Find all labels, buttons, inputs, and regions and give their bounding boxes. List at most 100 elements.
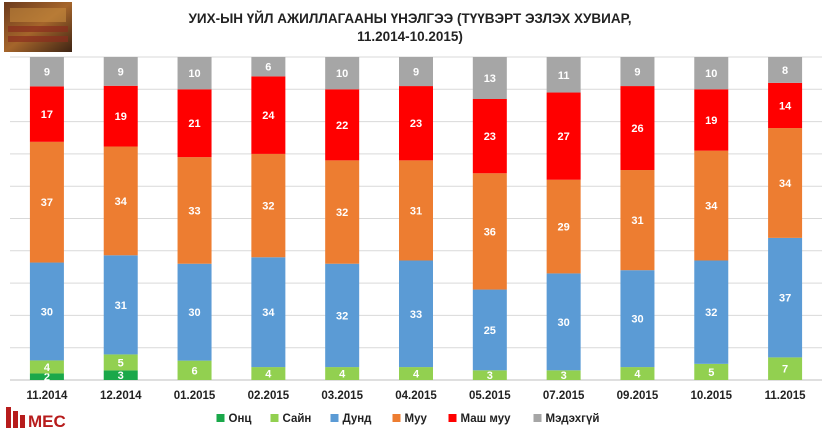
bar-segment (399, 367, 433, 380)
data-label: 9 (44, 67, 50, 79)
data-label: 3 (118, 370, 124, 382)
data-label: 24 (262, 110, 275, 122)
bar-segment (546, 92, 581, 180)
bar-segment (546, 370, 581, 380)
bar-segment (177, 89, 212, 158)
bar-segment (29, 86, 64, 142)
data-label: 26 (631, 123, 643, 135)
chart-title-line-2: 11.2014-10.2015) (357, 29, 463, 44)
legend-swatch (270, 414, 279, 422)
data-label: 13 (484, 73, 496, 85)
bar-segment (546, 57, 581, 93)
bar-segment (103, 255, 138, 355)
legend-label: Дунд (343, 413, 373, 425)
legend-swatch (448, 414, 457, 422)
mec-logo-text: MEC (28, 412, 66, 431)
bar-segment (177, 360, 212, 380)
x-tick-label: 03.2015 (321, 390, 363, 402)
data-label: 34 (262, 307, 275, 319)
bar-segment (251, 76, 286, 154)
legend-label: Муу (405, 413, 428, 425)
legend-item: Мэдэхгүй (533, 413, 599, 425)
data-label: 8 (782, 65, 788, 77)
data-label: 2 (44, 372, 50, 384)
legend-swatch (392, 414, 401, 422)
bar-segment (399, 57, 433, 87)
parliament-hall-photo (4, 2, 72, 52)
bar-segment (768, 237, 803, 358)
bar-segment (694, 57, 729, 90)
data-label: 31 (115, 300, 127, 312)
data-label: 33 (410, 309, 422, 321)
data-label: 10 (336, 68, 348, 80)
bar-segment (251, 153, 286, 258)
data-label: 30 (631, 314, 643, 326)
data-label: 14 (779, 100, 792, 112)
data-label: 9 (118, 66, 124, 78)
bar-segment (399, 86, 433, 161)
bar-segment (103, 85, 138, 147)
bar-segment (620, 270, 655, 368)
x-tick-label: 10.2015 (690, 390, 732, 402)
bar-segment (472, 370, 507, 380)
bar-segment (251, 57, 286, 77)
bar-segment (177, 263, 212, 361)
legend-label: Онц (229, 413, 252, 425)
bar-segment (768, 57, 803, 83)
bar-segment (694, 150, 729, 261)
legend-item: Сайн (270, 413, 311, 425)
legend-swatch (216, 414, 225, 422)
bar-segment (251, 257, 286, 368)
bar-segment (29, 262, 64, 361)
data-label: 5 (118, 357, 124, 369)
bar-segment (620, 170, 655, 271)
bar-segment (177, 157, 212, 264)
data-label: 4 (44, 362, 51, 374)
data-label: 3 (561, 370, 567, 382)
data-label: 6 (191, 365, 197, 377)
bar-segment (472, 57, 507, 99)
data-label: 9 (634, 67, 640, 79)
data-label: 37 (41, 197, 53, 209)
data-label: 9 (413, 67, 419, 79)
x-tick-label: 12.2014 (100, 390, 142, 402)
data-label: 10 (705, 68, 717, 80)
data-label: 32 (705, 307, 717, 319)
data-label: 30 (188, 307, 200, 319)
bar-segment (399, 260, 433, 368)
bar-segment (694, 89, 729, 151)
bar-segment (472, 173, 507, 290)
bar-segment (29, 141, 64, 263)
data-label: 31 (631, 215, 643, 227)
data-label: 4 (413, 369, 420, 381)
bar-segment (29, 57, 64, 87)
bar-segment (472, 98, 507, 174)
bar-segment (620, 367, 655, 380)
bar-segment (620, 86, 655, 171)
x-axis-labels: 11.2014 12.2014 01.2015 02.2015 03.2015 04.20… (26, 390, 806, 402)
data-label: 23 (484, 131, 496, 143)
bar-segment (325, 57, 360, 90)
legend-swatch (330, 414, 339, 422)
data-label: 36 (484, 226, 496, 238)
bar-segment (325, 263, 360, 368)
data-label: 10 (188, 68, 200, 80)
bar-segment (768, 82, 803, 129)
bar-segment (325, 160, 360, 264)
data-label: 37 (779, 293, 791, 305)
data-label: 27 (558, 131, 570, 143)
chart-title-line-1: УИХ-ЫН ҮЙЛ АЖИЛЛАГААНЫ ҮНЭЛГЭЭ (ТҮҮВЭРТ … (188, 11, 631, 26)
bar-segment (399, 160, 433, 261)
bar-segment (768, 128, 803, 238)
x-tick-label: 05.2015 (469, 390, 511, 402)
bar-segment (325, 89, 360, 161)
bars-layer: 2430371793531341996303321104343224643232… (29, 57, 803, 384)
data-label: 11 (558, 70, 570, 82)
x-tick-label: 11.2014 (26, 390, 68, 402)
x-tick-label: 09.2015 (617, 390, 659, 402)
data-label: 17 (41, 109, 53, 121)
data-label: 34 (115, 196, 128, 208)
data-label: 33 (188, 205, 200, 217)
legend-swatch (533, 414, 542, 422)
